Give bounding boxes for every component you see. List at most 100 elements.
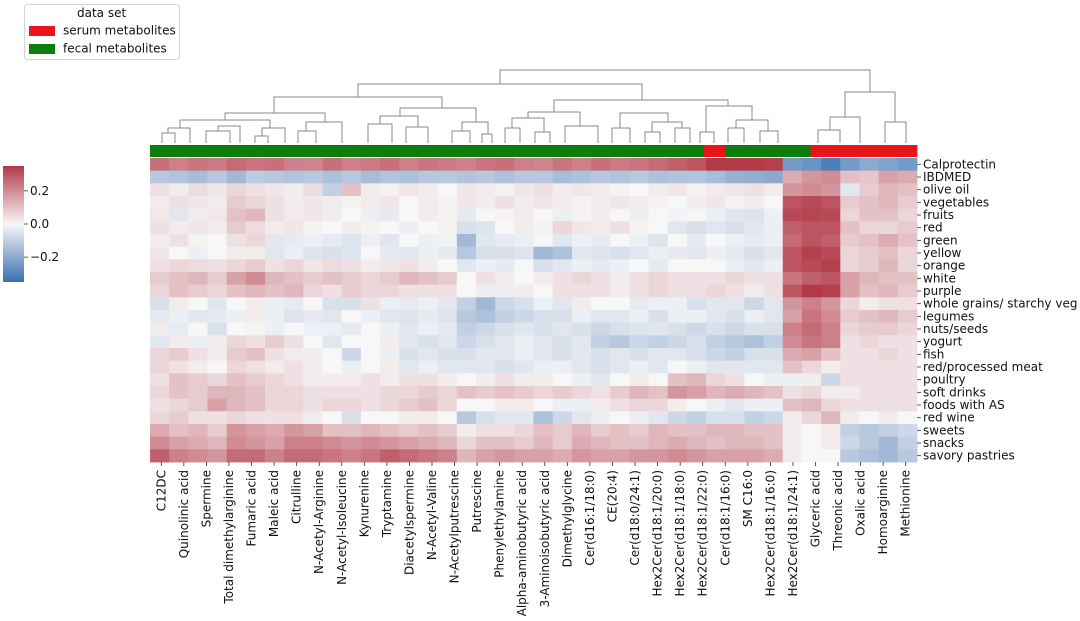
heatmap-cell [897, 246, 918, 260]
heatmap-cell [150, 170, 170, 184]
heatmap-cell [859, 234, 880, 248]
dataset-strip-cell [171, 145, 194, 157]
heatmap-cell [840, 158, 860, 172]
heatmap-cell [418, 424, 439, 438]
heatmap-cell [265, 234, 285, 248]
heatmap-cell [821, 284, 841, 298]
heatmap-cell [169, 234, 189, 248]
heatmap-cell [360, 234, 381, 248]
heatmap-cell [341, 348, 362, 362]
heatmap-cell [591, 183, 611, 197]
heatmap-cell [380, 234, 400, 248]
heatmap-cell [591, 208, 611, 222]
row-label: red/processed meat [923, 360, 1043, 374]
heatmap-cell [648, 310, 669, 324]
heatmap-cell [667, 208, 688, 222]
heatmap-cell [207, 373, 228, 387]
legend-title: data set [77, 6, 127, 20]
heatmap-cell [360, 310, 381, 324]
heatmap-cell [706, 424, 726, 438]
heatmap-cell [859, 335, 880, 349]
heatmap-cell [456, 360, 477, 374]
heatmap-cell [341, 449, 362, 463]
row-label: fruits [923, 208, 954, 222]
heatmap-cell [495, 284, 515, 298]
heatmap-cell [169, 386, 189, 400]
heatmap-cell [226, 322, 247, 336]
heatmap-cell [571, 297, 592, 311]
heatmap-cell [782, 449, 803, 463]
legend-label-fecal: fecal metabolites [63, 41, 167, 56]
heatmap-cell [533, 335, 554, 349]
heatmap-cell [456, 158, 477, 172]
heatmap-cell [399, 449, 419, 463]
heatmap-cell [188, 373, 208, 387]
heatmap-cell [437, 297, 458, 311]
heatmap-cell [207, 272, 228, 286]
heatmap-cell [265, 183, 285, 197]
heatmap-cell [725, 259, 745, 273]
heatmap-cell [571, 424, 592, 438]
heatmap-cell [265, 449, 285, 463]
heatmap-cell [284, 259, 304, 273]
heatmap-cell [169, 373, 189, 387]
heatmap-cell [859, 297, 880, 311]
heatmap-cell [360, 449, 381, 463]
heatmap-cell [341, 208, 362, 222]
heatmap-cell [571, 335, 592, 349]
column-label: Hex2Cer(d18:1/24:1) [786, 470, 800, 597]
heatmap-cell [667, 335, 688, 349]
heatmap-cell [801, 259, 822, 273]
heatmap-cell [514, 360, 534, 374]
heatmap-cell [648, 208, 669, 222]
heatmap-cell [552, 196, 573, 210]
heatmap-cell [265, 259, 285, 273]
dataset-strip-cell [554, 145, 577, 157]
heatmap-cell [399, 373, 419, 387]
heatmap-cell [169, 310, 189, 324]
heatmap-cell [418, 398, 439, 412]
column-label: Hex2Cer(d18:1/22:0) [696, 470, 710, 597]
column-label: Quinolinic acid [177, 470, 191, 558]
heatmap-cell [821, 436, 841, 450]
heatmap-cell [437, 246, 458, 260]
heatmap-cell [782, 398, 803, 412]
heatmap-cell [245, 183, 266, 197]
heatmap-cell [169, 158, 189, 172]
heatmap-cell [686, 246, 707, 260]
heatmap-cell [782, 284, 803, 298]
heatmap-cell [533, 449, 554, 463]
heatmap-cell [399, 246, 419, 260]
heatmap-cell [188, 208, 208, 222]
heatmap-cell [360, 386, 381, 400]
heatmap-cell [821, 158, 841, 172]
heatmap-cell [859, 373, 880, 387]
heatmap-cell [763, 183, 784, 197]
heatmap-cell [725, 234, 745, 248]
heatmap-cell [303, 297, 323, 311]
heatmap-cell [782, 373, 803, 387]
heatmap-cell [571, 386, 592, 400]
heatmap-cell [821, 373, 841, 387]
heatmap-cell [456, 183, 477, 197]
heatmap-cell [514, 436, 534, 450]
dataset-strip-cell [213, 145, 236, 157]
dataset-strip-cell [661, 145, 684, 157]
heatmap-cell [150, 234, 170, 248]
dendrogram-link [511, 117, 545, 132]
heatmap-cell [706, 436, 726, 450]
heatmap-cell [188, 348, 208, 362]
heatmap-cell [610, 411, 630, 425]
heatmap-cell [763, 360, 784, 374]
heatmap-cell [360, 373, 381, 387]
heatmap-cell [801, 411, 822, 425]
heatmap-cell [897, 259, 918, 273]
heatmap-cell [456, 284, 477, 298]
row-label: legumes [923, 309, 974, 323]
heatmap-cell [514, 398, 534, 412]
heatmap-cell [629, 310, 649, 324]
heatmap-cell [897, 386, 918, 400]
heatmap-cell [207, 246, 228, 260]
dendrogram-link [611, 127, 631, 143]
dendrogram-link [759, 130, 779, 143]
